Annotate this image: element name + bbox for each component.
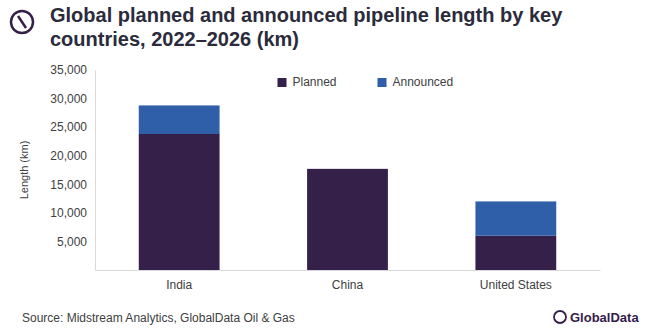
logo-icon bbox=[11, 11, 33, 33]
y-tick-label: 15,000 bbox=[50, 178, 87, 192]
y-tick: 15,000 bbox=[50, 178, 95, 192]
x-tick-label: United States bbox=[480, 278, 552, 292]
y-tick: 10,000 bbox=[50, 206, 95, 220]
y-axis: 5,000 10,000 15,000 20,000 25,000 30,000 35,00… bbox=[50, 63, 95, 270]
x-tick-label: China bbox=[332, 278, 364, 292]
legend: Planned Announced bbox=[278, 75, 454, 89]
legend-item: Planned bbox=[278, 75, 337, 89]
legend-item: Announced bbox=[378, 75, 454, 89]
legend-swatch bbox=[278, 78, 287, 87]
logo-ring bbox=[11, 11, 33, 33]
x-axis: India China United States bbox=[96, 270, 601, 292]
legend-label: Planned bbox=[293, 75, 337, 89]
y-tick-label: 30,000 bbox=[50, 92, 87, 106]
brand-icon bbox=[554, 311, 566, 323]
x-tick: India bbox=[166, 270, 192, 292]
series-bars bbox=[139, 134, 556, 270]
brand-label: GlobalData bbox=[570, 310, 639, 325]
y-tick: 5,000 bbox=[57, 235, 95, 249]
y-tick-label: 10,000 bbox=[50, 206, 87, 220]
bar bbox=[307, 168, 388, 169]
x-axis-line bbox=[96, 270, 601, 271]
logo-stroke bbox=[18, 16, 26, 28]
chart: Global planned and announced pipeline le… bbox=[0, 0, 660, 330]
y-tick-label: 35,000 bbox=[50, 63, 87, 77]
y-tick: 30,000 bbox=[50, 92, 95, 106]
x-tick: China bbox=[332, 270, 364, 292]
legend-label: Announced bbox=[393, 75, 454, 89]
bar bbox=[475, 236, 556, 270]
y-tick: 25,000 bbox=[50, 120, 95, 134]
x-tick: United States bbox=[480, 270, 552, 292]
brand: GlobalData bbox=[554, 310, 639, 325]
y-axis-title: Length (km) bbox=[18, 141, 30, 200]
y-tick: 35,000 bbox=[50, 63, 95, 77]
y-tick: 20,000 bbox=[50, 149, 95, 163]
bar bbox=[139, 134, 220, 270]
y-tick-label: 20,000 bbox=[50, 149, 87, 163]
title: Global planned and announced pipeline le… bbox=[50, 4, 563, 50]
bar bbox=[475, 201, 556, 235]
y-tick-label: 25,000 bbox=[50, 120, 87, 134]
y-tick-label: 5,000 bbox=[57, 235, 87, 249]
series-bars bbox=[139, 105, 556, 235]
source: Source: Midstream Analytics, GlobalData … bbox=[22, 311, 295, 325]
y-axis-line bbox=[95, 71, 96, 271]
bar bbox=[139, 105, 220, 134]
x-tick-label: India bbox=[166, 278, 192, 292]
bars bbox=[139, 105, 556, 270]
legend-swatch bbox=[378, 78, 387, 87]
bar bbox=[307, 169, 388, 270]
